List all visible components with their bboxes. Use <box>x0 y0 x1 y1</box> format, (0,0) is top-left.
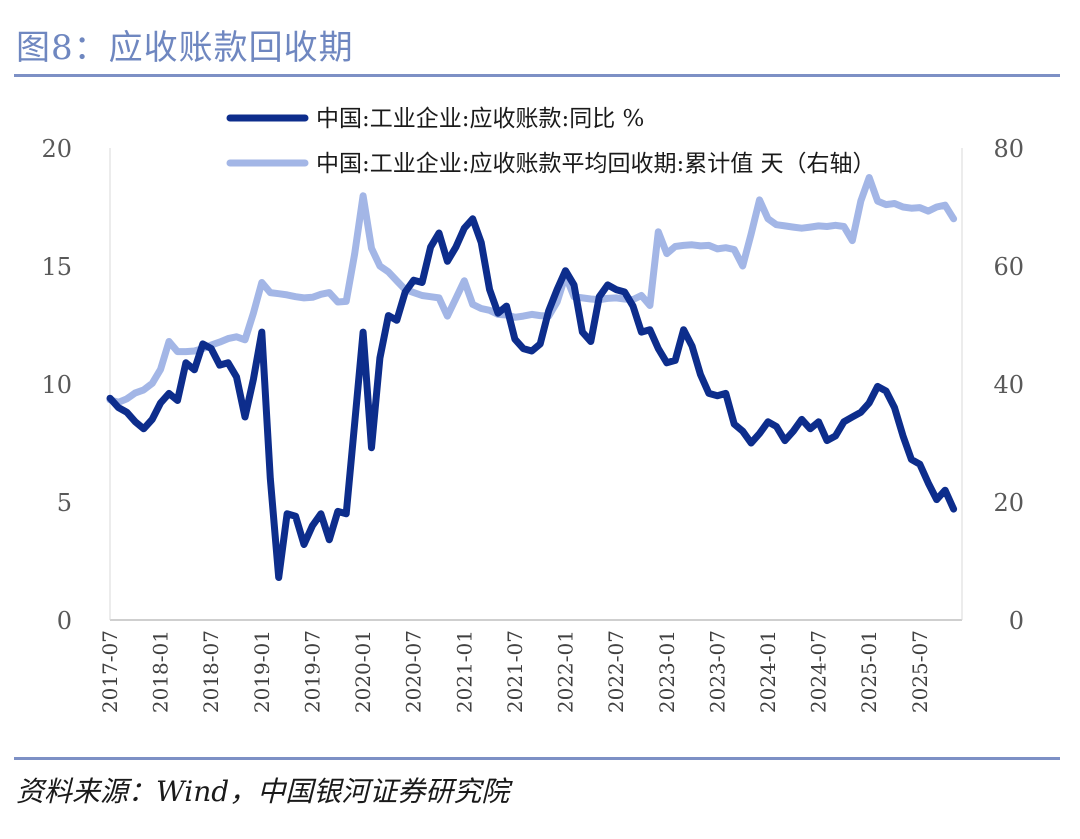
x-tick-label: 2025-01 <box>857 630 881 713</box>
x-tick-label: 2021-01 <box>452 630 476 713</box>
series-line-receivables-yoy <box>106 215 958 581</box>
line-chart: 0 5 10 15 20 0 20 40 60 80 2017-07 2018-01 2018-07… <box>41 106 1024 713</box>
top-rule <box>14 74 1060 77</box>
bottom-rule <box>14 757 1060 760</box>
x-tick-label: 2020-01 <box>351 630 375 713</box>
left-tick-label: 20 <box>41 135 72 163</box>
left-axis-ticks: 0 5 10 15 20 <box>41 135 72 635</box>
x-tick-label: 2021-07 <box>503 630 527 713</box>
x-tick-label: 2019-07 <box>300 630 324 713</box>
x-tick-label: 2020-07 <box>402 630 426 713</box>
chart-axes <box>109 148 963 621</box>
source-note: 资料来源：Wind，中国银河证券研究院 <box>16 775 510 808</box>
right-tick-label: 20 <box>993 489 1024 517</box>
x-tick-label: 2022-01 <box>554 630 578 713</box>
x-tick-label: 2018-01 <box>149 630 173 713</box>
series-layer <box>106 174 958 581</box>
legend-label-light: 中国:工业企业:应收账款平均回收期:累计值 天（右轴） <box>316 151 876 177</box>
right-tick-label: 40 <box>993 371 1024 399</box>
right-tick-label: 60 <box>993 253 1024 281</box>
x-tick-label: 2017-07 <box>98 630 122 713</box>
x-tick-label: 2023-07 <box>705 630 729 713</box>
right-tick-label: 80 <box>993 135 1024 163</box>
left-tick-label: 10 <box>41 371 72 399</box>
x-axis-ticks: 2017-07 2018-01 2018-07 2019-01 2019-07 2020-… <box>98 630 932 713</box>
x-tick-label: 2018-07 <box>199 630 223 713</box>
left-tick-label: 0 <box>57 607 72 635</box>
x-tick-label: 2023-01 <box>655 630 679 713</box>
x-tick-label: 2025-07 <box>908 630 932 713</box>
legend-label-dark: 中国:工业企业:应收账款:同比 % <box>316 106 644 132</box>
x-tick-label: 2019-01 <box>250 630 274 713</box>
series-line-collection-period <box>106 174 958 406</box>
right-axis-ticks: 0 20 40 60 80 <box>993 135 1024 635</box>
legend: 中国:工业企业:应收账款:同比 % 中国:工业企业:应收账款平均回收期:累计值 … <box>226 106 876 177</box>
x-tick-label: 2024-01 <box>756 630 780 713</box>
x-tick-label: 2022-07 <box>604 630 628 713</box>
left-tick-label: 15 <box>41 253 72 281</box>
right-tick-label: 0 <box>1009 607 1024 635</box>
chart-title: 图8：应收账款回收期 <box>16 28 354 68</box>
x-tick-label: 2024-07 <box>807 630 831 713</box>
left-tick-label: 5 <box>57 489 72 517</box>
